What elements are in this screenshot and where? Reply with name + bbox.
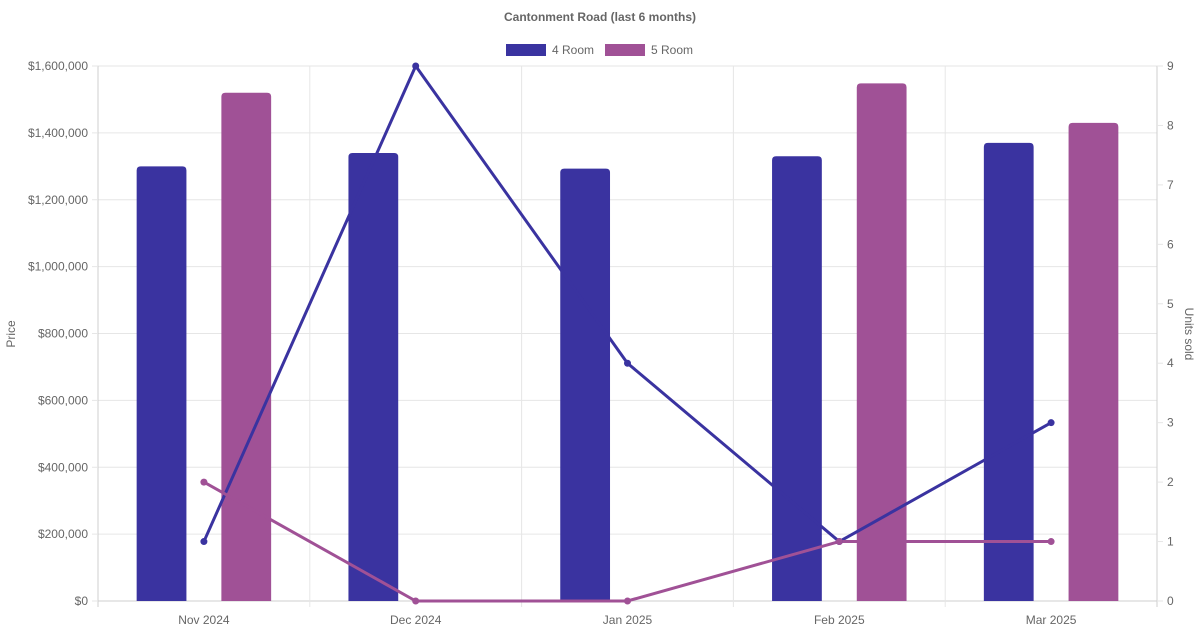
y-left-tick-label: $400,000 bbox=[38, 460, 88, 474]
y-left-axis-title: Price bbox=[4, 320, 18, 348]
bar-5-room-nov-2024[interactable] bbox=[221, 92, 272, 601]
legend-swatch-5-room[interactable] bbox=[605, 44, 645, 56]
y-right-tick-label: 7 bbox=[1167, 178, 1174, 192]
x-tick-label: Nov 2024 bbox=[178, 613, 230, 627]
bar-5-room-mar-2025[interactable] bbox=[1068, 122, 1119, 601]
bar-5-room-feb-2025[interactable] bbox=[856, 83, 907, 601]
x-tick-label: Feb 2025 bbox=[814, 613, 865, 627]
legend: 4 Room 5 Room bbox=[506, 43, 693, 57]
point-units-4-room-jan-2025[interactable] bbox=[624, 359, 631, 367]
legend-label-5-room[interactable]: 5 Room bbox=[651, 43, 693, 57]
bar-4-room-nov-2024[interactable] bbox=[136, 166, 187, 601]
legend-label-4-room[interactable]: 4 Room bbox=[552, 43, 594, 57]
point-units-5-room-jan-2025[interactable] bbox=[624, 597, 631, 605]
line-units-5-room[interactable] bbox=[203, 480, 1052, 603]
y-left-tick-label: $200,000 bbox=[38, 527, 88, 541]
bar-4-room-dec-2024[interactable] bbox=[348, 152, 399, 601]
bar-4-room-feb-2025[interactable] bbox=[772, 156, 822, 601]
y-right-tick-label: 9 bbox=[1167, 59, 1174, 73]
y-right-tick-label: 8 bbox=[1167, 118, 1174, 132]
bar-4-room-jan-2025[interactable] bbox=[560, 168, 611, 601]
point-units-5-room-mar-2025[interactable] bbox=[1047, 538, 1055, 546]
y-left-tick-label: $1,000,000 bbox=[28, 260, 88, 274]
y-right-tick-label: 4 bbox=[1167, 356, 1174, 370]
y-left-tick-label: $800,000 bbox=[38, 327, 88, 341]
y-right-tick-label: 1 bbox=[1167, 535, 1174, 549]
line-points bbox=[200, 62, 1055, 605]
bar-4-room-mar-2025[interactable] bbox=[983, 142, 1034, 601]
point-units-5-room-dec-2024[interactable] bbox=[412, 597, 420, 605]
y-right-tick-label: 0 bbox=[1167, 594, 1174, 608]
y-right-axis-title: Units sold bbox=[1182, 308, 1196, 361]
axes: $0 $200,000 $400,000 $600,000 $800,000 $1,000… bbox=[28, 59, 1174, 627]
y-left-tick-label: $600,000 bbox=[38, 393, 88, 407]
point-units-4-room-nov-2024[interactable] bbox=[200, 538, 208, 546]
x-tick-label: Mar 2025 bbox=[1026, 613, 1077, 627]
bars bbox=[136, 83, 1119, 601]
chart-title: Cantonment Road (last 6 months) bbox=[504, 10, 696, 24]
y-right-tick-label: 5 bbox=[1167, 297, 1174, 311]
y-left-tick-label: $1,600,000 bbox=[28, 59, 88, 73]
line-units-4-room[interactable] bbox=[202, 64, 1052, 544]
point-units-4-room-dec-2024[interactable] bbox=[412, 62, 420, 70]
point-units-5-room-feb-2025[interactable] bbox=[835, 538, 843, 546]
y-left-tick-label: $0 bbox=[75, 594, 89, 608]
y-right-tick-label: 3 bbox=[1167, 416, 1174, 430]
x-tick-label: Dec 2024 bbox=[390, 613, 442, 627]
point-units-4-room-mar-2025[interactable] bbox=[1047, 419, 1055, 427]
y-right-tick-label: 2 bbox=[1167, 475, 1174, 489]
legend-swatch-4-room[interactable] bbox=[506, 44, 546, 56]
point-units-5-room-nov-2024[interactable] bbox=[200, 478, 208, 486]
y-left-tick-label: $1,200,000 bbox=[28, 193, 88, 207]
x-tick-label: Jan 2025 bbox=[603, 613, 653, 627]
gridlines bbox=[97, 65, 1158, 607]
y-left-tick-label: $1,400,000 bbox=[28, 126, 88, 140]
y-right-tick-label: 6 bbox=[1167, 237, 1174, 251]
